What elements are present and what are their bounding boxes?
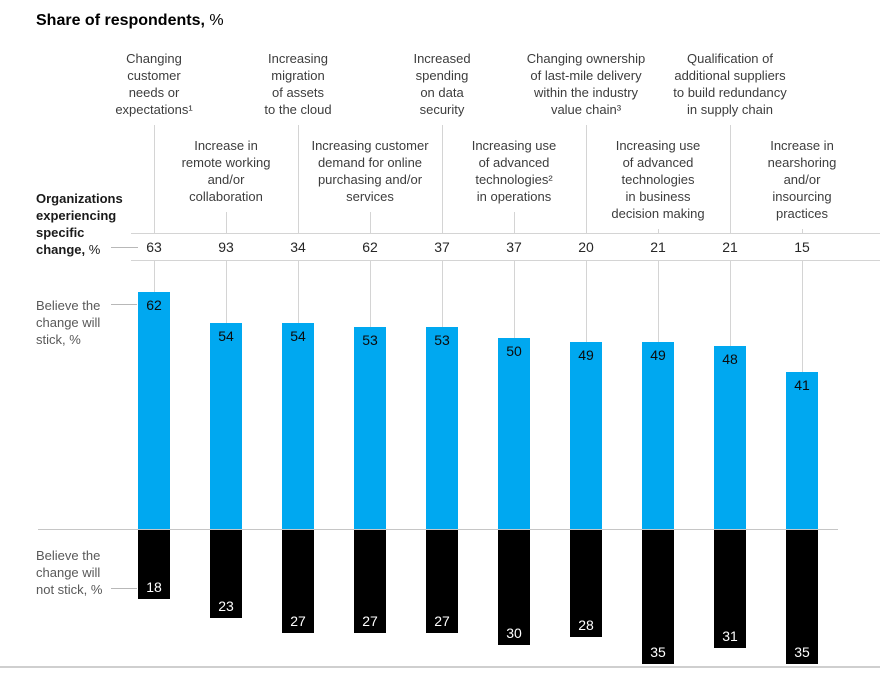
stick-value-7: 49 (578, 346, 594, 363)
numbers-strip-top-line (131, 233, 880, 234)
stick-bar-4: 53 (354, 326, 386, 529)
experiencing-row-label: Organizations experiencing specific chan… (36, 190, 123, 258)
not-stick-bar-2: 23 (210, 530, 242, 618)
stick-bar-2: 54 (210, 322, 242, 529)
stick-bar-9: 48 (714, 345, 746, 529)
experiencing-row-label-text: Organizations experiencing specific chan… (36, 191, 123, 257)
experiencing-value-4: 62 (362, 239, 378, 255)
leader-line-lower-10 (802, 261, 803, 373)
not-stick-value-3: 27 (290, 613, 306, 630)
experiencing-value-10: 15 (794, 239, 810, 255)
leader-line-upper-8 (658, 229, 659, 233)
stick-value-8: 49 (650, 346, 666, 363)
category-label-2: Increase in remote working and/or collab… (181, 138, 271, 204)
not-stick-bar-4: 27 (354, 530, 386, 634)
leader-line-lower-2 (226, 261, 227, 323)
leader-line-lower-6 (514, 261, 515, 338)
category-label-8: Increasing use of advanced technologies … (611, 138, 705, 221)
leader-line-lower-4 (370, 261, 371, 327)
stick-bar-1: 62 (138, 292, 170, 529)
stick-value-3: 54 (290, 327, 306, 344)
experiencing-value-2: 93 (218, 239, 234, 255)
leader-line-upper-4 (370, 212, 371, 233)
leader-line-upper-6 (514, 212, 515, 233)
experiencing-connector-line (111, 247, 138, 248)
stick-value-1: 62 (146, 297, 162, 314)
leader-line-lower-3 (298, 261, 299, 323)
stick-value-10: 41 (794, 377, 810, 394)
category-label-4: Increasing customer demand for online pu… (311, 138, 429, 204)
stick-row-label: Believe the change will stick, % (36, 297, 100, 348)
stick-bar-7: 49 (570, 341, 602, 529)
category-label-7: Changing ownership of last-mile delivery… (526, 51, 646, 117)
not-stick-value-9: 31 (722, 628, 738, 645)
leader-line-upper-1 (154, 125, 155, 233)
experiencing-value-1: 63 (146, 239, 162, 255)
category-label-9: Qualification of additional suppliers to… (673, 51, 787, 117)
not-stick-value-7: 28 (578, 616, 594, 633)
stick-bar-5: 53 (426, 326, 458, 529)
not-stick-bar-3: 27 (282, 530, 314, 634)
experiencing-value-7: 20 (578, 239, 594, 255)
stick-bar-8: 49 (642, 341, 674, 529)
stick-value-4: 53 (362, 331, 378, 348)
experiencing-value-8: 21 (650, 239, 666, 255)
stick-bar-3: 54 (282, 322, 314, 529)
stick-value-6: 50 (506, 343, 522, 359)
leader-line-upper-3 (298, 125, 299, 233)
stick-connector-line (111, 304, 137, 305)
leader-line-lower-8 (658, 261, 659, 342)
bottom-rule (0, 666, 880, 668)
not-stick-bar-6: 30 (498, 530, 530, 645)
not-stick-bar-7: 28 (570, 530, 602, 637)
category-label-5: Increased spending on data security (413, 51, 471, 117)
category-label-3: Increasing migration of assets to the cl… (264, 51, 332, 117)
numbers-strip-bottom-line (131, 260, 880, 261)
leader-line-lower-9 (730, 261, 731, 346)
not-stick-value-5: 27 (434, 613, 450, 630)
experiencing-value-3: 34 (290, 239, 306, 255)
not-stick-value-2: 23 (218, 597, 234, 614)
stick-bar-6: 50 (498, 338, 530, 529)
page-title-percent: % (204, 12, 224, 29)
leader-line-lower-7 (586, 261, 587, 342)
zero-baseline (38, 529, 838, 530)
leader-line-upper-2 (226, 212, 227, 233)
not-stick-value-1: 18 (146, 578, 162, 595)
experiencing-value-6: 37 (506, 239, 522, 255)
category-label-6: Increasing use of advanced technologies²… (471, 138, 557, 204)
not-stick-bar-9: 31 (714, 530, 746, 649)
not-stick-row-label-text: Believe the change will not stick, % (36, 548, 103, 597)
stick-value-2: 54 (218, 327, 234, 344)
not-stick-bar-8: 35 (642, 530, 674, 664)
not-stick-bar-1: 18 (138, 530, 170, 599)
stick-value-9: 48 (722, 350, 738, 367)
leader-line-lower-1 (154, 261, 155, 293)
leader-line-upper-7 (586, 125, 587, 233)
stick-value-5: 53 (434, 331, 450, 348)
page-title-bold: Share of respondents, (36, 12, 205, 29)
experiencing-value-9: 21 (722, 239, 738, 255)
leader-line-upper-9 (730, 125, 731, 233)
not-stick-value-6: 30 (506, 624, 522, 641)
stick-row-label-text: Believe the change will stick, % (36, 298, 101, 347)
not-stick-connector-line (111, 588, 137, 589)
leader-line-upper-5 (442, 125, 443, 233)
page-title: Share of respondents, % (36, 12, 224, 30)
category-label-1: Changing customer needs or expectations¹ (115, 51, 193, 117)
not-stick-bar-5: 27 (426, 530, 458, 634)
not-stick-value-10: 35 (794, 643, 810, 660)
not-stick-bar-10: 35 (786, 530, 818, 664)
not-stick-value-4: 27 (362, 613, 378, 630)
not-stick-row-label: Believe the change will not stick, % (36, 547, 102, 598)
not-stick-value-8: 35 (650, 643, 666, 660)
category-label-10: Increase in nearshoring and/or insourcin… (767, 138, 837, 221)
leader-line-lower-5 (442, 261, 443, 327)
experiencing-row-label-percent: % (85, 242, 101, 257)
stick-bar-10: 41 (786, 372, 818, 529)
leader-line-upper-10 (802, 229, 803, 233)
experiencing-value-5: 37 (434, 239, 450, 255)
